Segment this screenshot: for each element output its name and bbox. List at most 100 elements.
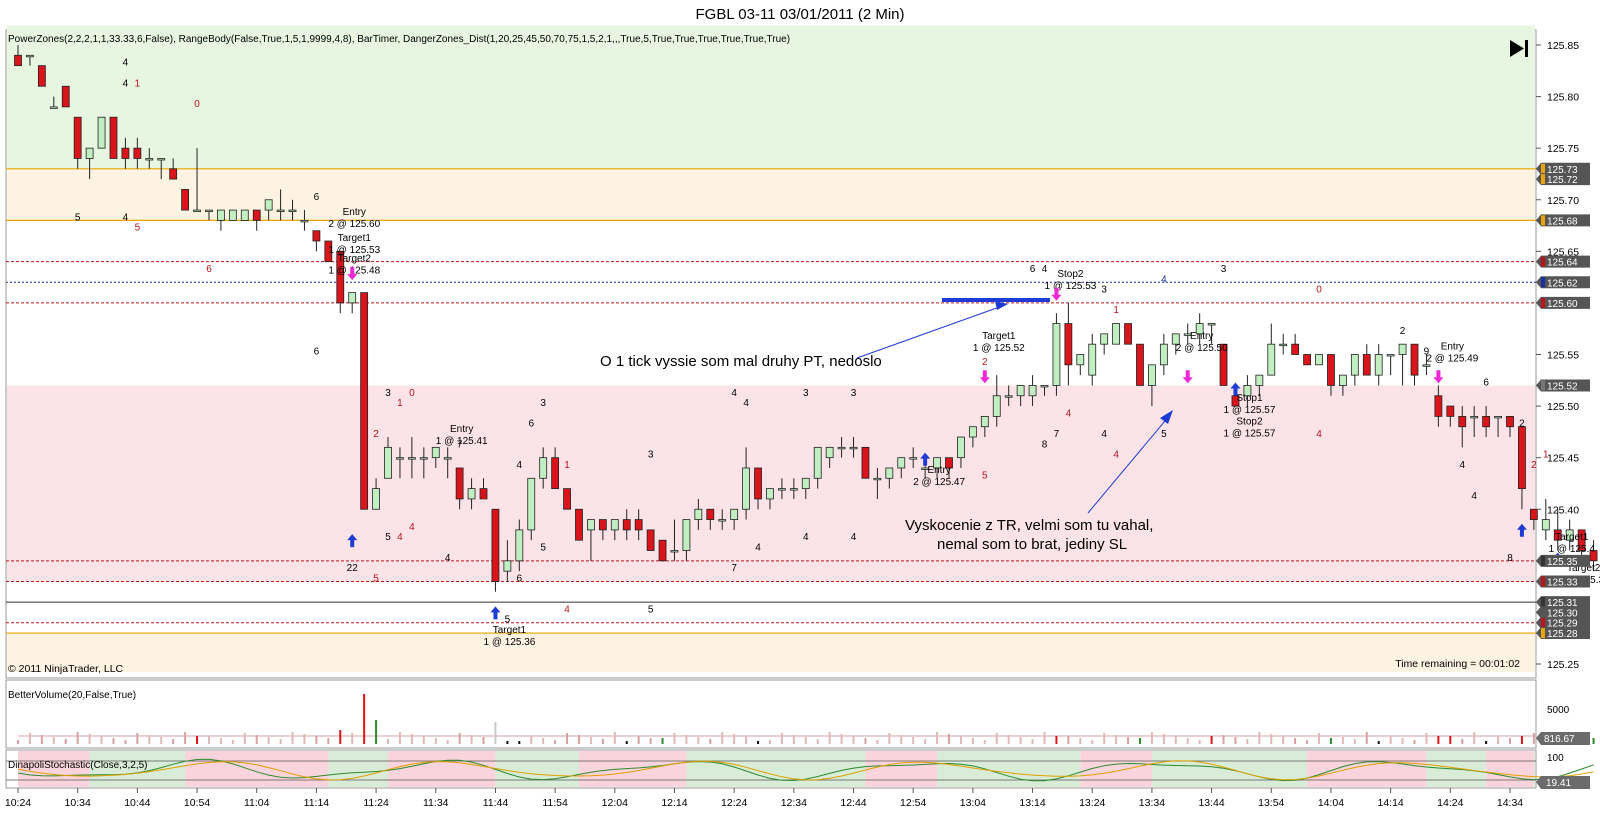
candle: [360, 292, 369, 510]
candle: [1219, 343, 1228, 386]
candle: [968, 426, 977, 448]
candle-body: [1577, 529, 1586, 551]
candle: [1207, 323, 1216, 345]
candle: [240, 209, 249, 221]
candle-body: [73, 116, 82, 159]
volume-bar: [1210, 736, 1213, 744]
range-count-label: 7: [731, 563, 737, 574]
price-marker-tag: [1536, 627, 1590, 640]
volume-bar: [1198, 740, 1201, 744]
trade-label-line: 1 @ 125.52: [973, 343, 1025, 354]
stoch-band: [1486, 751, 1534, 787]
range-count-label: 0: [1316, 285, 1322, 296]
candle: [539, 447, 548, 489]
volume-bars: [17, 694, 1595, 744]
candle: [1518, 426, 1526, 510]
trade-label: Entry 2 @ 125.49: [1426, 341, 1478, 364]
candle-body: [1446, 405, 1455, 417]
candle-body: [1088, 343, 1097, 376]
range-count-label: 6: [314, 347, 320, 358]
price-marker: 125.73: [1536, 162, 1590, 176]
range-count-label: 4: [803, 532, 809, 543]
volume-bar: [112, 738, 115, 744]
candle: [658, 539, 667, 562]
candle: [1506, 415, 1514, 438]
x-tick-label: 13:44: [1198, 797, 1224, 809]
candle-body: [1315, 354, 1323, 366]
range-count-label: 5: [505, 615, 511, 626]
volume-bar: [959, 736, 962, 744]
range-count-label: 1: [397, 398, 403, 409]
candle: [479, 478, 488, 500]
time-axis: 10:24 10:34 10:44 10:54 11:04 11:14 11:24 11:34…: [5, 788, 1523, 809]
range-count-label: 9: [1424, 347, 1430, 358]
candle-body: [813, 446, 822, 479]
volume-bar: [1138, 738, 1141, 744]
trade-label-line: Target2: [1567, 563, 1600, 574]
trade-label: Entry 2 @ 125.50: [1176, 331, 1228, 354]
candle-body: [431, 446, 440, 459]
candle-body: [503, 560, 512, 572]
candle: [217, 209, 225, 231]
buy-arrow-icon: [1516, 523, 1527, 537]
volume-bar: [160, 737, 163, 744]
candle-body: [1350, 354, 1359, 376]
volume-panel-label: BetterVolume(20,False,True): [8, 690, 136, 701]
stoch-band: [328, 751, 389, 787]
candle-body: [193, 209, 201, 212]
candle-body: [957, 436, 965, 459]
candle-body: [861, 446, 870, 479]
volume-bar: [1103, 733, 1106, 744]
candle: [1016, 385, 1025, 407]
x-tick-label: 11:34: [423, 797, 449, 809]
volume-bar: [1520, 736, 1523, 744]
price-marker-tag: [1536, 214, 1590, 227]
stoch-line-orange: [17, 760, 1594, 781]
range-count-label: 4: [1101, 429, 1107, 440]
candle-body: [1267, 343, 1276, 376]
volume-bar: [649, 738, 652, 744]
volume-bar: [971, 738, 974, 744]
range-count-label: 7: [457, 439, 463, 450]
candle-body: [1553, 529, 1562, 541]
candle: [957, 436, 965, 468]
candle: [634, 509, 643, 541]
price-marker-swatch: [1541, 607, 1545, 618]
candle: [1148, 364, 1156, 407]
range-count-label: 5: [540, 543, 546, 554]
candle-body: [527, 477, 536, 531]
candle-body: [921, 467, 930, 470]
candle-body: [1040, 385, 1049, 388]
price-marker-tag: [1536, 162, 1590, 175]
candle: [885, 467, 894, 489]
candle-body: [622, 519, 631, 531]
candle: [980, 415, 989, 438]
candle-body: [515, 529, 524, 562]
price-marker-tag: [1536, 296, 1590, 309]
price-marker-label: 125.35: [1547, 557, 1578, 568]
play-to-end-button[interactable]: [1510, 40, 1528, 57]
candle-body: [407, 457, 416, 460]
price-marker-label: 125.60: [1547, 299, 1578, 310]
candle-body: [14, 54, 22, 67]
volume-bar: [291, 732, 294, 744]
price-marker: 125.64: [1536, 255, 1590, 269]
candle-body: [1076, 354, 1085, 366]
candle: [742, 447, 750, 520]
candle-body: [1100, 333, 1109, 345]
candle: [706, 508, 715, 530]
range-count-label: 4: [445, 553, 451, 564]
candle-body: [789, 488, 798, 491]
candle: [1195, 313, 1204, 345]
candle: [491, 508, 500, 592]
volume-bar: [184, 732, 187, 744]
stochastic-panel: DinapoliStochastic(Close,3,2,5) 100 19.4…: [5, 749, 1594, 789]
volume-bar: [1401, 738, 1404, 744]
candle-body: [646, 529, 655, 551]
price-marker-label: 125.28: [1547, 629, 1578, 640]
volume-bar: [936, 732, 939, 744]
range-count-label: 1: [135, 78, 141, 89]
range-count-label: 1: [1113, 305, 1119, 316]
range-count-label: 4: [1459, 460, 1465, 471]
candle: [133, 137, 142, 169]
